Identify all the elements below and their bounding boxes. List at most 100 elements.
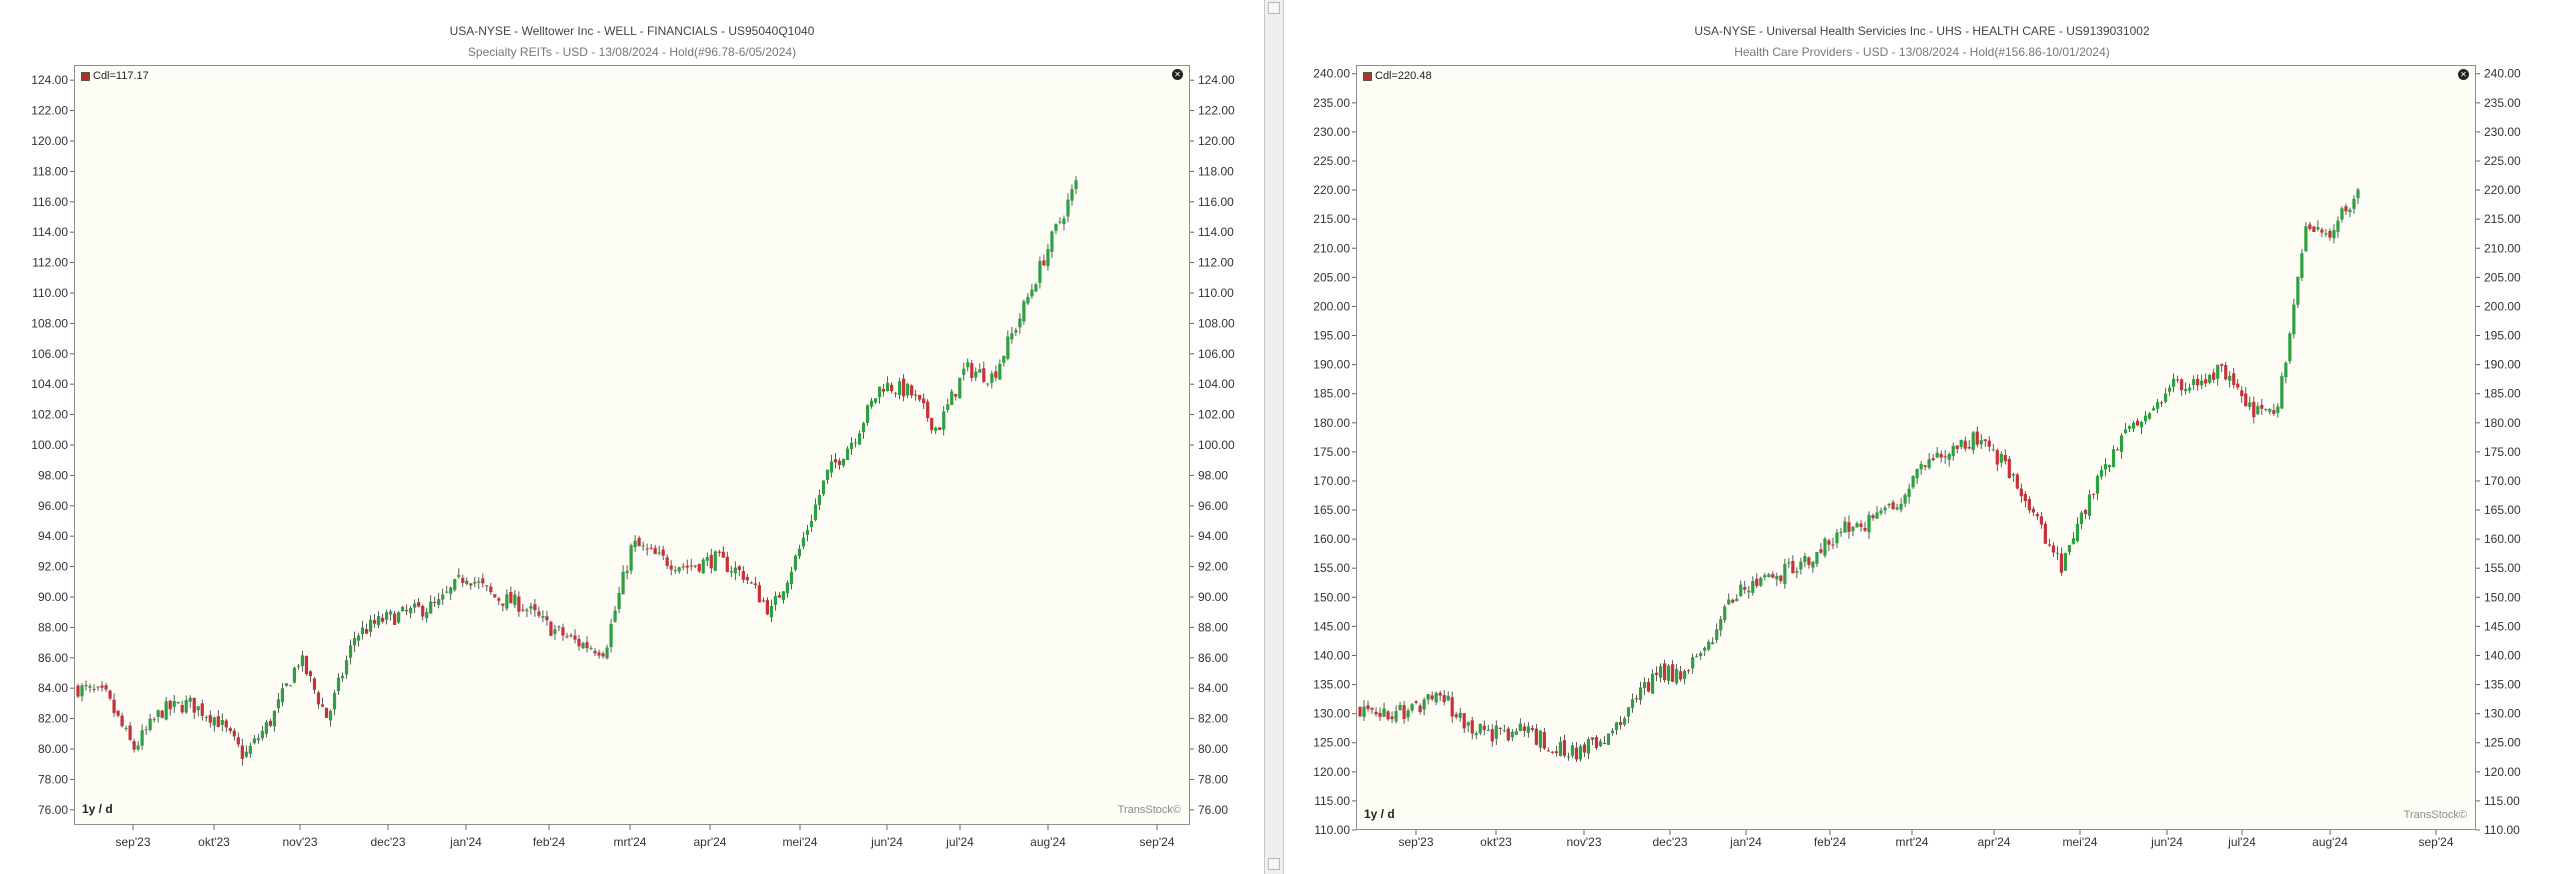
candle-body [2188, 387, 2192, 391]
candle-body [244, 751, 248, 757]
close-icon[interactable]: ✕ [2458, 69, 2469, 80]
candle-body [493, 594, 497, 598]
candle-body [292, 667, 297, 683]
y-tick-label-left: 120.00 [1313, 765, 1350, 779]
y-tick-label-left: 195.00 [1313, 329, 1350, 343]
candle-body [2079, 512, 2084, 525]
chart-panel-uhs: USA-NYSE - Universal Health Servicies In… [1284, 0, 2560, 874]
candle-body [898, 381, 902, 396]
plot-area[interactable]: Cdl=220.48 ✕ 1y / d TransStock© [1356, 65, 2476, 830]
candle-body [1454, 714, 1458, 718]
candle-body [368, 619, 373, 632]
candle-body [1450, 697, 1454, 717]
candle-body [381, 617, 385, 622]
candle-body [2023, 494, 2027, 502]
x-tick-label: jan'24 [1729, 835, 1762, 849]
y-tick-label-right: 145.00 [2484, 619, 2521, 633]
candle-body [200, 703, 204, 716]
candle-body [2348, 209, 2352, 213]
y-tick-label-left: 116.00 [32, 195, 68, 209]
candle-body [2099, 470, 2104, 477]
candle-body [1679, 671, 1683, 680]
candle-body [276, 699, 281, 709]
candle-body [1406, 710, 1410, 718]
candle-body [605, 647, 609, 659]
y-tick-label-right: 170.00 [2484, 474, 2521, 488]
candle-body [1462, 713, 1466, 729]
candle-body [1586, 739, 1591, 754]
candle-body [344, 660, 349, 675]
candle-body [1434, 692, 1438, 703]
candle-body [1650, 673, 1655, 694]
candle-body [1062, 218, 1066, 225]
candle-body [228, 728, 232, 731]
candle-body [1562, 740, 1567, 756]
candle-body [1675, 669, 1679, 684]
y-tick-label-right: 86.00 [1198, 651, 1228, 665]
candle-body [184, 700, 188, 713]
candle-body [92, 688, 96, 690]
candle-body [769, 605, 773, 618]
brand-label: TransStock© [2403, 809, 2467, 821]
candle-body [1566, 756, 1571, 758]
candle-body [1723, 606, 1727, 621]
candle-body [220, 719, 224, 725]
close-icon[interactable]: ✕ [1172, 69, 1183, 80]
x-tick-label: jul'24 [945, 835, 974, 849]
candle-body [240, 745, 244, 759]
y-tick-label-right: 155.00 [2484, 561, 2521, 575]
candle-body [120, 715, 124, 727]
candle-body [817, 494, 822, 505]
candle-body [1803, 556, 1807, 563]
y-tick-label-left: 104.00 [31, 377, 68, 391]
candle-body [1402, 705, 1406, 719]
y-tick-label-right: 76.00 [1198, 803, 1228, 817]
candle-body [1014, 330, 1018, 333]
candle-body [1847, 522, 1851, 532]
candle-body [136, 745, 140, 750]
candle-body [629, 545, 633, 571]
candle-body [593, 651, 597, 654]
y-tick-label-right: 104.00 [1198, 377, 1235, 391]
candle-body [1951, 446, 1955, 456]
candle-body [829, 461, 834, 473]
candle-body [2244, 393, 2248, 407]
candle-body [2356, 189, 2360, 199]
candle-body [2212, 372, 2216, 380]
x-tick-label: sep'23 [116, 835, 151, 849]
y-tick-label-left: 110.00 [1314, 823, 1350, 837]
x-tick-label: sep'23 [1399, 835, 1434, 849]
candle-body [1747, 590, 1751, 593]
candle-body [2043, 523, 2047, 544]
x-tick-label: sep'24 [2419, 835, 2454, 849]
candle-body [2216, 364, 2220, 379]
period-label: 1y / d [1364, 807, 1395, 821]
candle-body [417, 602, 421, 607]
candle-body [457, 574, 461, 577]
scroll-down-icon[interactable] [1268, 858, 1280, 870]
candle-body [974, 371, 978, 378]
candle-body [397, 612, 401, 623]
candle-body [1550, 751, 1554, 753]
chart-subtitle: Health Care Providers - USD - 13/08/2024… [1734, 45, 2110, 59]
candle-body [1578, 746, 1583, 760]
scroll-up-icon[interactable] [1268, 2, 1280, 14]
candle-body [1715, 629, 1719, 640]
candle-body [156, 710, 160, 717]
candle-body [2055, 552, 2059, 554]
panel-divider[interactable] [1264, 0, 1284, 874]
candle-body [449, 587, 453, 594]
candle-body [557, 626, 561, 628]
candle-body [1763, 575, 1767, 578]
candle-body [1646, 681, 1651, 692]
candle-body [1606, 733, 1611, 745]
candle-body [922, 398, 926, 404]
plot-area[interactable]: Cdl=117.17 ✕ 1y / d TransStock© [74, 65, 1190, 825]
candle-body [2300, 253, 2304, 278]
candle-body [1887, 503, 1891, 506]
candle-body [1602, 742, 1607, 744]
candle-body [356, 635, 361, 641]
y-tick-label-right: 240.00 [2484, 67, 2521, 81]
candle-body [1895, 507, 1899, 510]
y-tick-label-left: 108.00 [31, 316, 68, 330]
